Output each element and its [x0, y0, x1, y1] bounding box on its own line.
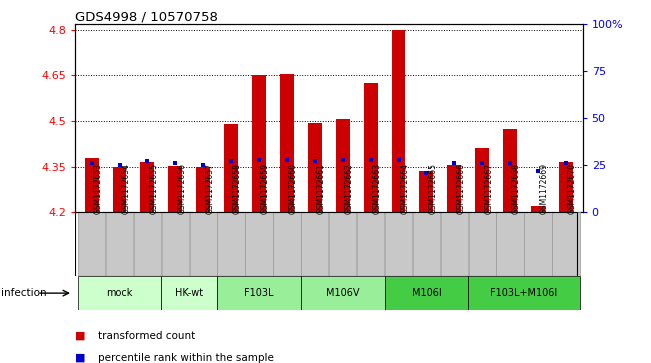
Point [254, 156, 264, 162]
Text: GSM1172669: GSM1172669 [540, 163, 549, 214]
Text: GSM1172657: GSM1172657 [205, 163, 214, 214]
Bar [357, 212, 384, 276]
Bar [308, 123, 322, 212]
Bar [85, 158, 98, 212]
Bar [385, 212, 412, 276]
Text: GSM1172665: GSM1172665 [428, 163, 437, 214]
Point [477, 160, 488, 166]
Text: M106I: M106I [411, 288, 441, 298]
Bar [391, 30, 406, 212]
Text: GSM1172670: GSM1172670 [568, 163, 577, 214]
Bar [141, 162, 154, 212]
Text: GSM1172653: GSM1172653 [94, 163, 103, 214]
Point [449, 160, 460, 166]
Bar [77, 276, 161, 310]
Bar [217, 276, 301, 310]
Point [115, 162, 125, 168]
Bar [113, 167, 126, 212]
Bar [524, 212, 551, 276]
Text: transformed count: transformed count [98, 331, 195, 341]
Bar [503, 129, 517, 212]
Point [365, 156, 376, 162]
Bar [161, 212, 189, 276]
Bar [245, 212, 273, 276]
Point [226, 159, 236, 164]
Point [561, 160, 571, 166]
Bar [385, 276, 468, 310]
Point [337, 156, 348, 162]
Text: GSM1172661: GSM1172661 [317, 163, 326, 214]
Bar [419, 171, 434, 212]
Text: GSM1172668: GSM1172668 [512, 163, 521, 214]
Text: ■: ■ [75, 331, 85, 341]
Bar [301, 276, 385, 310]
Text: GSM1172656: GSM1172656 [177, 163, 186, 214]
Bar [329, 212, 356, 276]
Bar [447, 165, 462, 212]
Point [170, 160, 180, 166]
Text: F103L+M106I: F103L+M106I [490, 288, 558, 298]
Bar [364, 83, 378, 212]
Bar [224, 124, 238, 212]
Text: GSM1172655: GSM1172655 [149, 163, 158, 214]
Bar [441, 212, 468, 276]
Text: M106V: M106V [326, 288, 359, 298]
Point [533, 168, 543, 174]
Text: mock: mock [106, 288, 133, 298]
Bar [469, 212, 496, 276]
Bar [169, 166, 182, 212]
Bar [475, 148, 489, 212]
Bar [217, 212, 245, 276]
Point [393, 156, 404, 162]
Bar [273, 212, 301, 276]
Bar [133, 212, 161, 276]
Text: GSM1172662: GSM1172662 [344, 163, 353, 214]
Text: GSM1172660: GSM1172660 [289, 163, 298, 214]
Text: GDS4998 / 10570758: GDS4998 / 10570758 [75, 11, 217, 24]
Bar [252, 76, 266, 212]
Point [310, 159, 320, 164]
Text: GSM1172667: GSM1172667 [484, 163, 493, 214]
Text: infection: infection [1, 288, 47, 298]
Point [421, 170, 432, 176]
Point [505, 160, 516, 166]
Text: HK-wt: HK-wt [175, 288, 203, 298]
Bar [161, 276, 217, 310]
Bar [78, 212, 105, 276]
Text: F103L: F103L [244, 288, 274, 298]
Bar [413, 212, 440, 276]
Bar [106, 212, 133, 276]
Text: GSM1172659: GSM1172659 [261, 163, 270, 214]
Point [87, 160, 97, 166]
Bar [189, 212, 217, 276]
Point [142, 159, 152, 164]
Text: ■: ■ [75, 352, 85, 363]
Bar [531, 206, 545, 212]
Text: GSM1172663: GSM1172663 [372, 163, 381, 214]
Text: percentile rank within the sample: percentile rank within the sample [98, 352, 273, 363]
Text: GSM1172666: GSM1172666 [456, 163, 465, 214]
Text: GSM1172664: GSM1172664 [400, 163, 409, 214]
Bar [196, 167, 210, 212]
Bar [468, 276, 580, 310]
Bar [280, 74, 294, 212]
Point [198, 162, 208, 168]
Bar [497, 212, 524, 276]
Bar [336, 119, 350, 212]
Text: GSM1172658: GSM1172658 [233, 163, 242, 214]
Bar [301, 212, 329, 276]
Point [282, 156, 292, 162]
Bar [552, 212, 579, 276]
Text: GSM1172654: GSM1172654 [122, 163, 130, 214]
Bar [559, 162, 573, 212]
